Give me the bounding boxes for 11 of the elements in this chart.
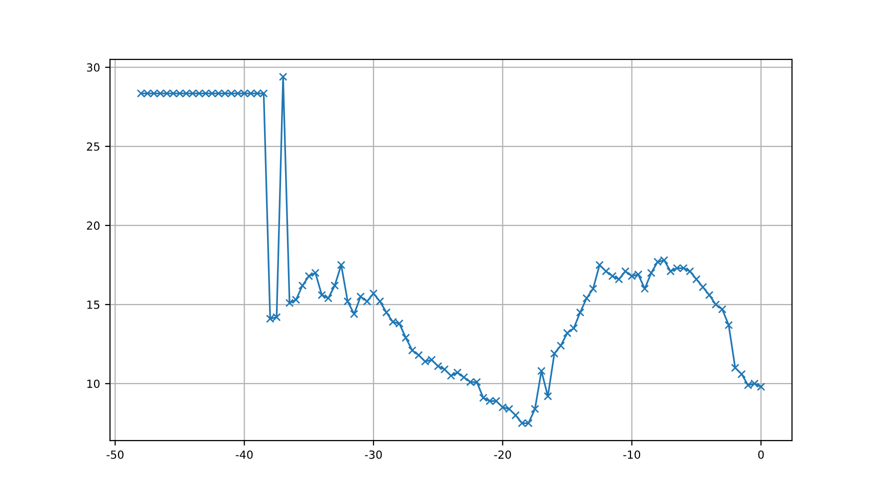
y-tick-label: 20: [86, 221, 100, 230]
y-tick-label: 25: [86, 142, 100, 151]
x-tick-label: -40: [236, 450, 253, 459]
x-tick-label: -20: [494, 450, 512, 459]
y-tick-label: 30: [86, 63, 100, 72]
x-tick-label: -50: [106, 450, 124, 459]
y-tick-label: 10: [87, 380, 100, 388]
x-tick-label: 0: [758, 450, 764, 459]
x-tick-label: -30: [364, 450, 382, 459]
x-tick-label: -10: [623, 450, 640, 459]
y-tick-label: 15: [87, 300, 100, 309]
